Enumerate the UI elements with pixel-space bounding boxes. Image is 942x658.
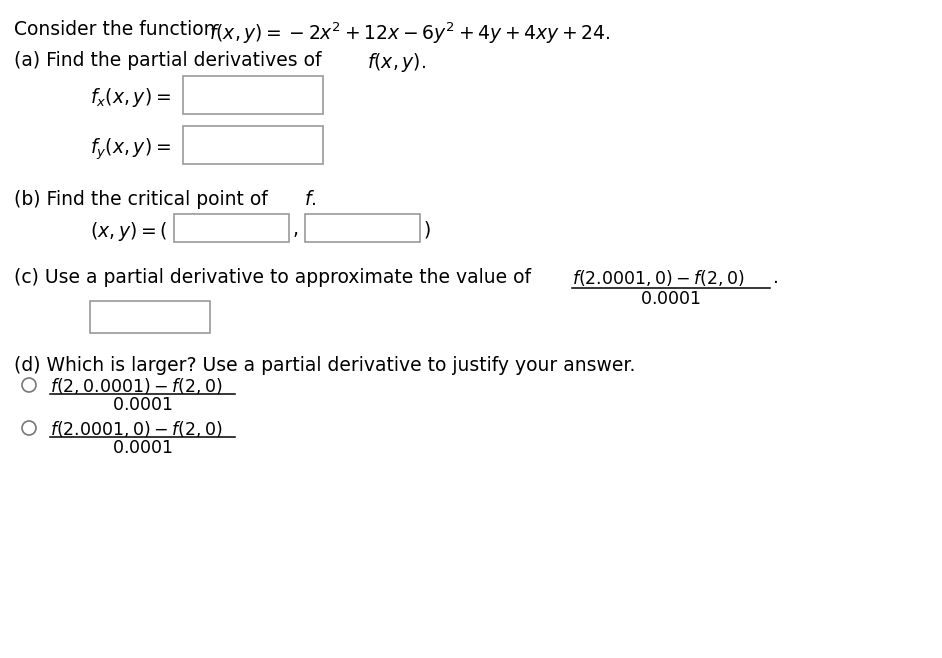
Text: (b) Find the critical point of: (b) Find the critical point of <box>14 190 268 209</box>
Text: (d) Which is larger? Use a partial derivative to justify your answer.: (d) Which is larger? Use a partial deriv… <box>14 356 635 375</box>
Text: .: . <box>773 268 779 287</box>
Text: (c) Use a partial derivative to approximate the value of: (c) Use a partial derivative to approxim… <box>14 268 531 287</box>
Text: $f(2,0.0001)-f(2,0)$: $f(2,0.0001)-f(2,0)$ <box>50 376 223 396</box>
Bar <box>305 214 420 242</box>
Text: $f(x,y).$: $f(x,y).$ <box>367 51 426 74</box>
Circle shape <box>22 421 36 435</box>
Text: $(x,y)=($: $(x,y)=($ <box>90 220 168 243</box>
Text: ,: , <box>293 220 299 239</box>
Text: $f_y(x,y)=$: $f_y(x,y)=$ <box>90 136 171 161</box>
Bar <box>183 76 323 114</box>
Circle shape <box>22 378 36 392</box>
Text: ): ) <box>424 220 431 239</box>
Text: $f(x,y)=-2x^2+12x-6y^2+4y+4xy+24.$: $f(x,y)=-2x^2+12x-6y^2+4y+4xy+24.$ <box>209 20 610 45</box>
Text: $f_x(x,y)=$: $f_x(x,y)=$ <box>90 86 171 109</box>
Text: Consider the function: Consider the function <box>14 20 216 39</box>
Text: $f(2.0001,0)-f(2,0)$: $f(2.0001,0)-f(2,0)$ <box>50 419 223 439</box>
Text: $0.0001$: $0.0001$ <box>112 396 173 414</box>
Bar <box>183 126 323 164</box>
Bar <box>174 214 289 242</box>
Bar <box>90 301 210 333</box>
Text: $f(2.0001,0)-f(2,0)$: $f(2.0001,0)-f(2,0)$ <box>572 268 745 288</box>
Text: $0.0001$: $0.0001$ <box>112 439 173 457</box>
Text: $0.0001$: $0.0001$ <box>641 290 702 308</box>
Text: $f.$: $f.$ <box>304 190 317 209</box>
Text: (a) Find the partial derivatives of: (a) Find the partial derivatives of <box>14 51 321 70</box>
